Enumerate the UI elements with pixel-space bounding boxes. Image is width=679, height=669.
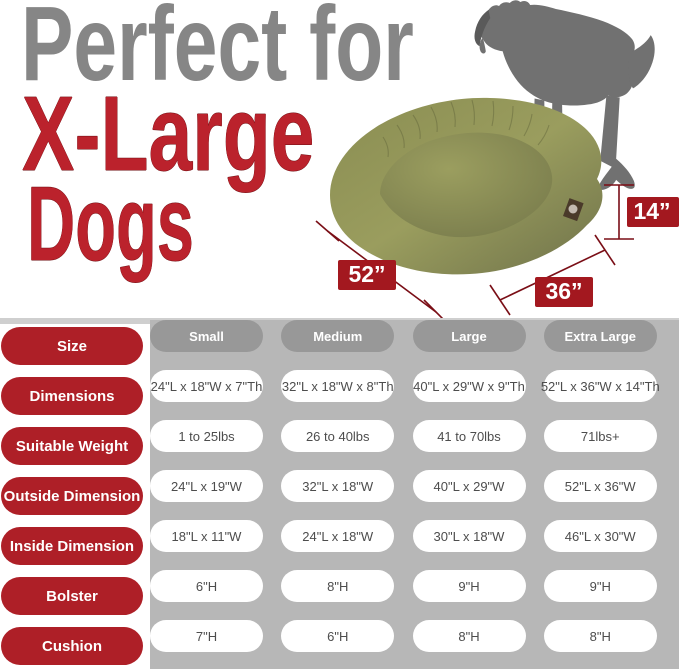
svg-text:52”: 52” bbox=[348, 261, 385, 287]
svg-text:14”: 14” bbox=[633, 198, 670, 224]
svg-text:36”: 36” bbox=[545, 278, 582, 304]
